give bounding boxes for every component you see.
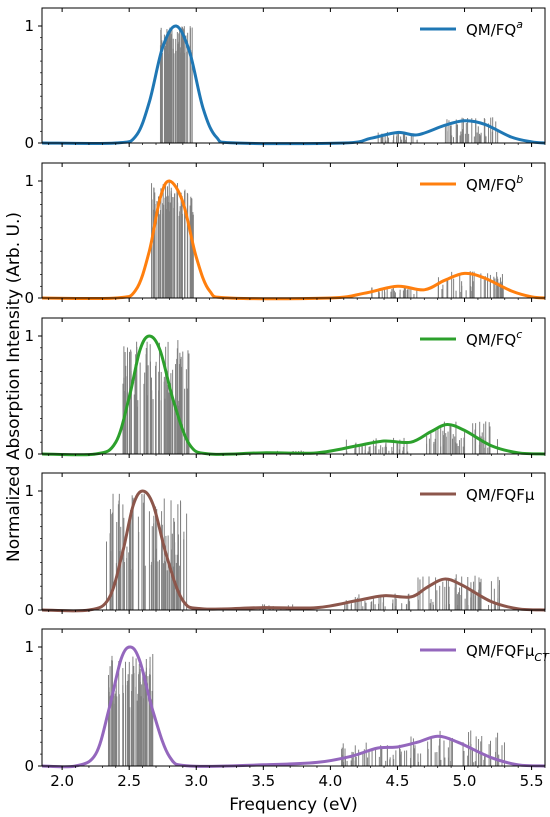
legend-label: QM/FQFμCT xyxy=(466,642,550,664)
y-tick-label: 0 xyxy=(24,134,34,152)
panel-3: 0 1 QM/FQc xyxy=(24,317,546,463)
x-tick-label: 2.5 xyxy=(117,772,141,790)
spectrum-line xyxy=(41,489,546,613)
y-tick-label: 0 xyxy=(24,289,34,307)
legend-label: QM/FQa xyxy=(466,18,523,39)
legend-label: QM/FQc xyxy=(466,328,522,349)
stick-spectrum xyxy=(107,654,505,766)
x-tick-label: 3.5 xyxy=(251,772,275,790)
x-tick-label: 2.0 xyxy=(50,772,74,790)
axes-frame xyxy=(41,472,546,611)
x-tick-label: 4.5 xyxy=(386,772,410,790)
stick-spectrum xyxy=(122,340,498,454)
x-tick-label: 3.0 xyxy=(184,772,208,790)
x-tick-label: 5.0 xyxy=(453,772,477,790)
y-tick-label: 1 xyxy=(24,17,34,35)
y-tick-label: 1 xyxy=(24,638,34,656)
y-tick-label: 1 xyxy=(24,482,34,500)
y-tick-label: 1 xyxy=(24,327,34,345)
axes-frame xyxy=(41,628,546,767)
x-tick-label: 5.5 xyxy=(520,772,544,790)
spectrum-line xyxy=(41,334,546,457)
y-tick-label: 1 xyxy=(24,172,34,190)
x-axis-title: Frequency (eV) xyxy=(229,795,358,815)
panel-5: 0 1 QM/FQFμCT xyxy=(24,628,550,775)
axes-frame xyxy=(41,162,546,299)
legend-label: QM/FQFμ xyxy=(466,486,535,504)
panel-4: 0 1 QM/FQFμ xyxy=(24,472,546,619)
axes-frame xyxy=(41,7,546,144)
legend-label: QM/FQb xyxy=(466,173,523,194)
y-tick-label: 0 xyxy=(24,757,34,775)
panel-2: 0 1 QM/FQb xyxy=(24,162,546,307)
stick-spectrum xyxy=(151,181,504,298)
y-tick-label: 0 xyxy=(24,601,34,619)
panel-1: 0 1 QM/FQa xyxy=(24,7,546,152)
x-tick-label: 4.0 xyxy=(318,772,342,790)
spectrum-line xyxy=(41,24,546,146)
y-tick-label: 0 xyxy=(24,445,34,463)
spectrum-line xyxy=(41,179,546,301)
axes-frame xyxy=(41,317,546,455)
spectrum-line xyxy=(41,645,546,769)
y-axis-title: Normalized Absorption Intensity (Arb. U.… xyxy=(4,212,24,562)
stick-spectrum xyxy=(106,493,501,610)
